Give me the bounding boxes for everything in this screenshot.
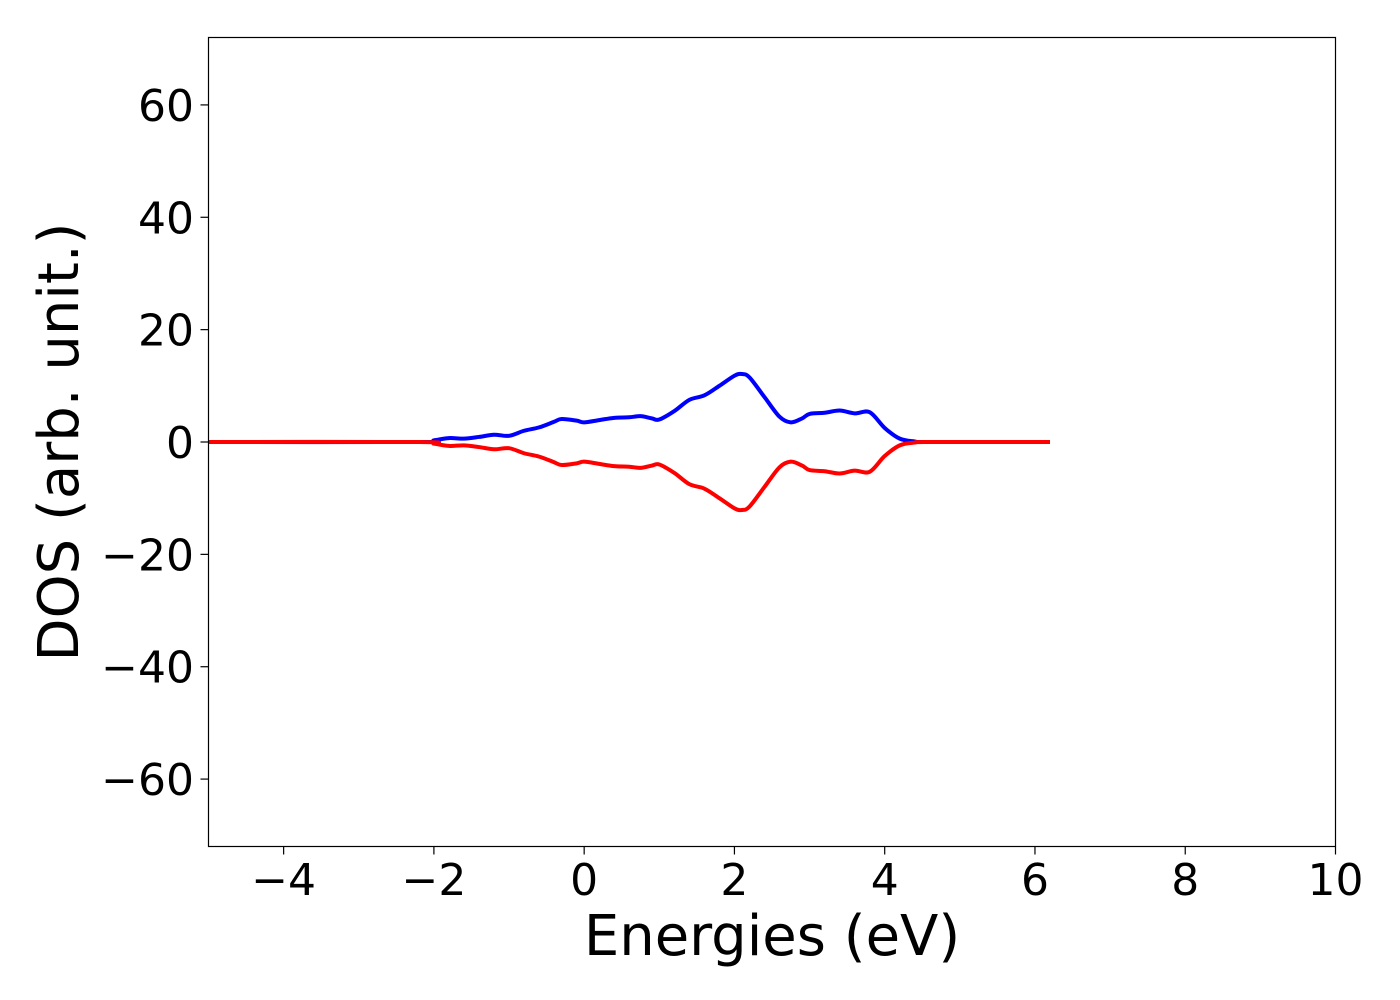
x-axis-label: Energies (eV) [584, 904, 960, 969]
y-axis: 60 40 20 0 −20 −40 −60 [101, 81, 209, 806]
dos-series-1-line [208, 371, 1050, 445]
y-tick-label: 0 [166, 418, 194, 469]
y-tick-label: 60 [138, 81, 194, 132]
x-axis: −4 −2 0 2 4 6 8 10 [251, 846, 1364, 906]
dos-series-2-line [208, 439, 1050, 513]
x-tick-label: 0 [570, 855, 598, 906]
x-tick-label: 6 [1021, 855, 1049, 906]
x-tick-label: 8 [1171, 855, 1199, 906]
y-tick-label: 40 [138, 193, 194, 244]
y-tick-label: 20 [138, 306, 194, 357]
y-tick-label: −40 [101, 643, 194, 694]
x-tick-label: −4 [251, 855, 316, 906]
x-tick-label: 10 [1308, 855, 1364, 906]
x-tick-label: −2 [401, 855, 466, 906]
y-tick-label: −60 [101, 755, 194, 806]
curves-layer [208, 371, 1050, 513]
x-tick-label: 4 [871, 855, 899, 906]
y-axis-label: DOS (arb. unit.) [27, 222, 92, 661]
y-tick-label: −20 [101, 530, 194, 581]
x-tick-label: 2 [720, 855, 748, 906]
